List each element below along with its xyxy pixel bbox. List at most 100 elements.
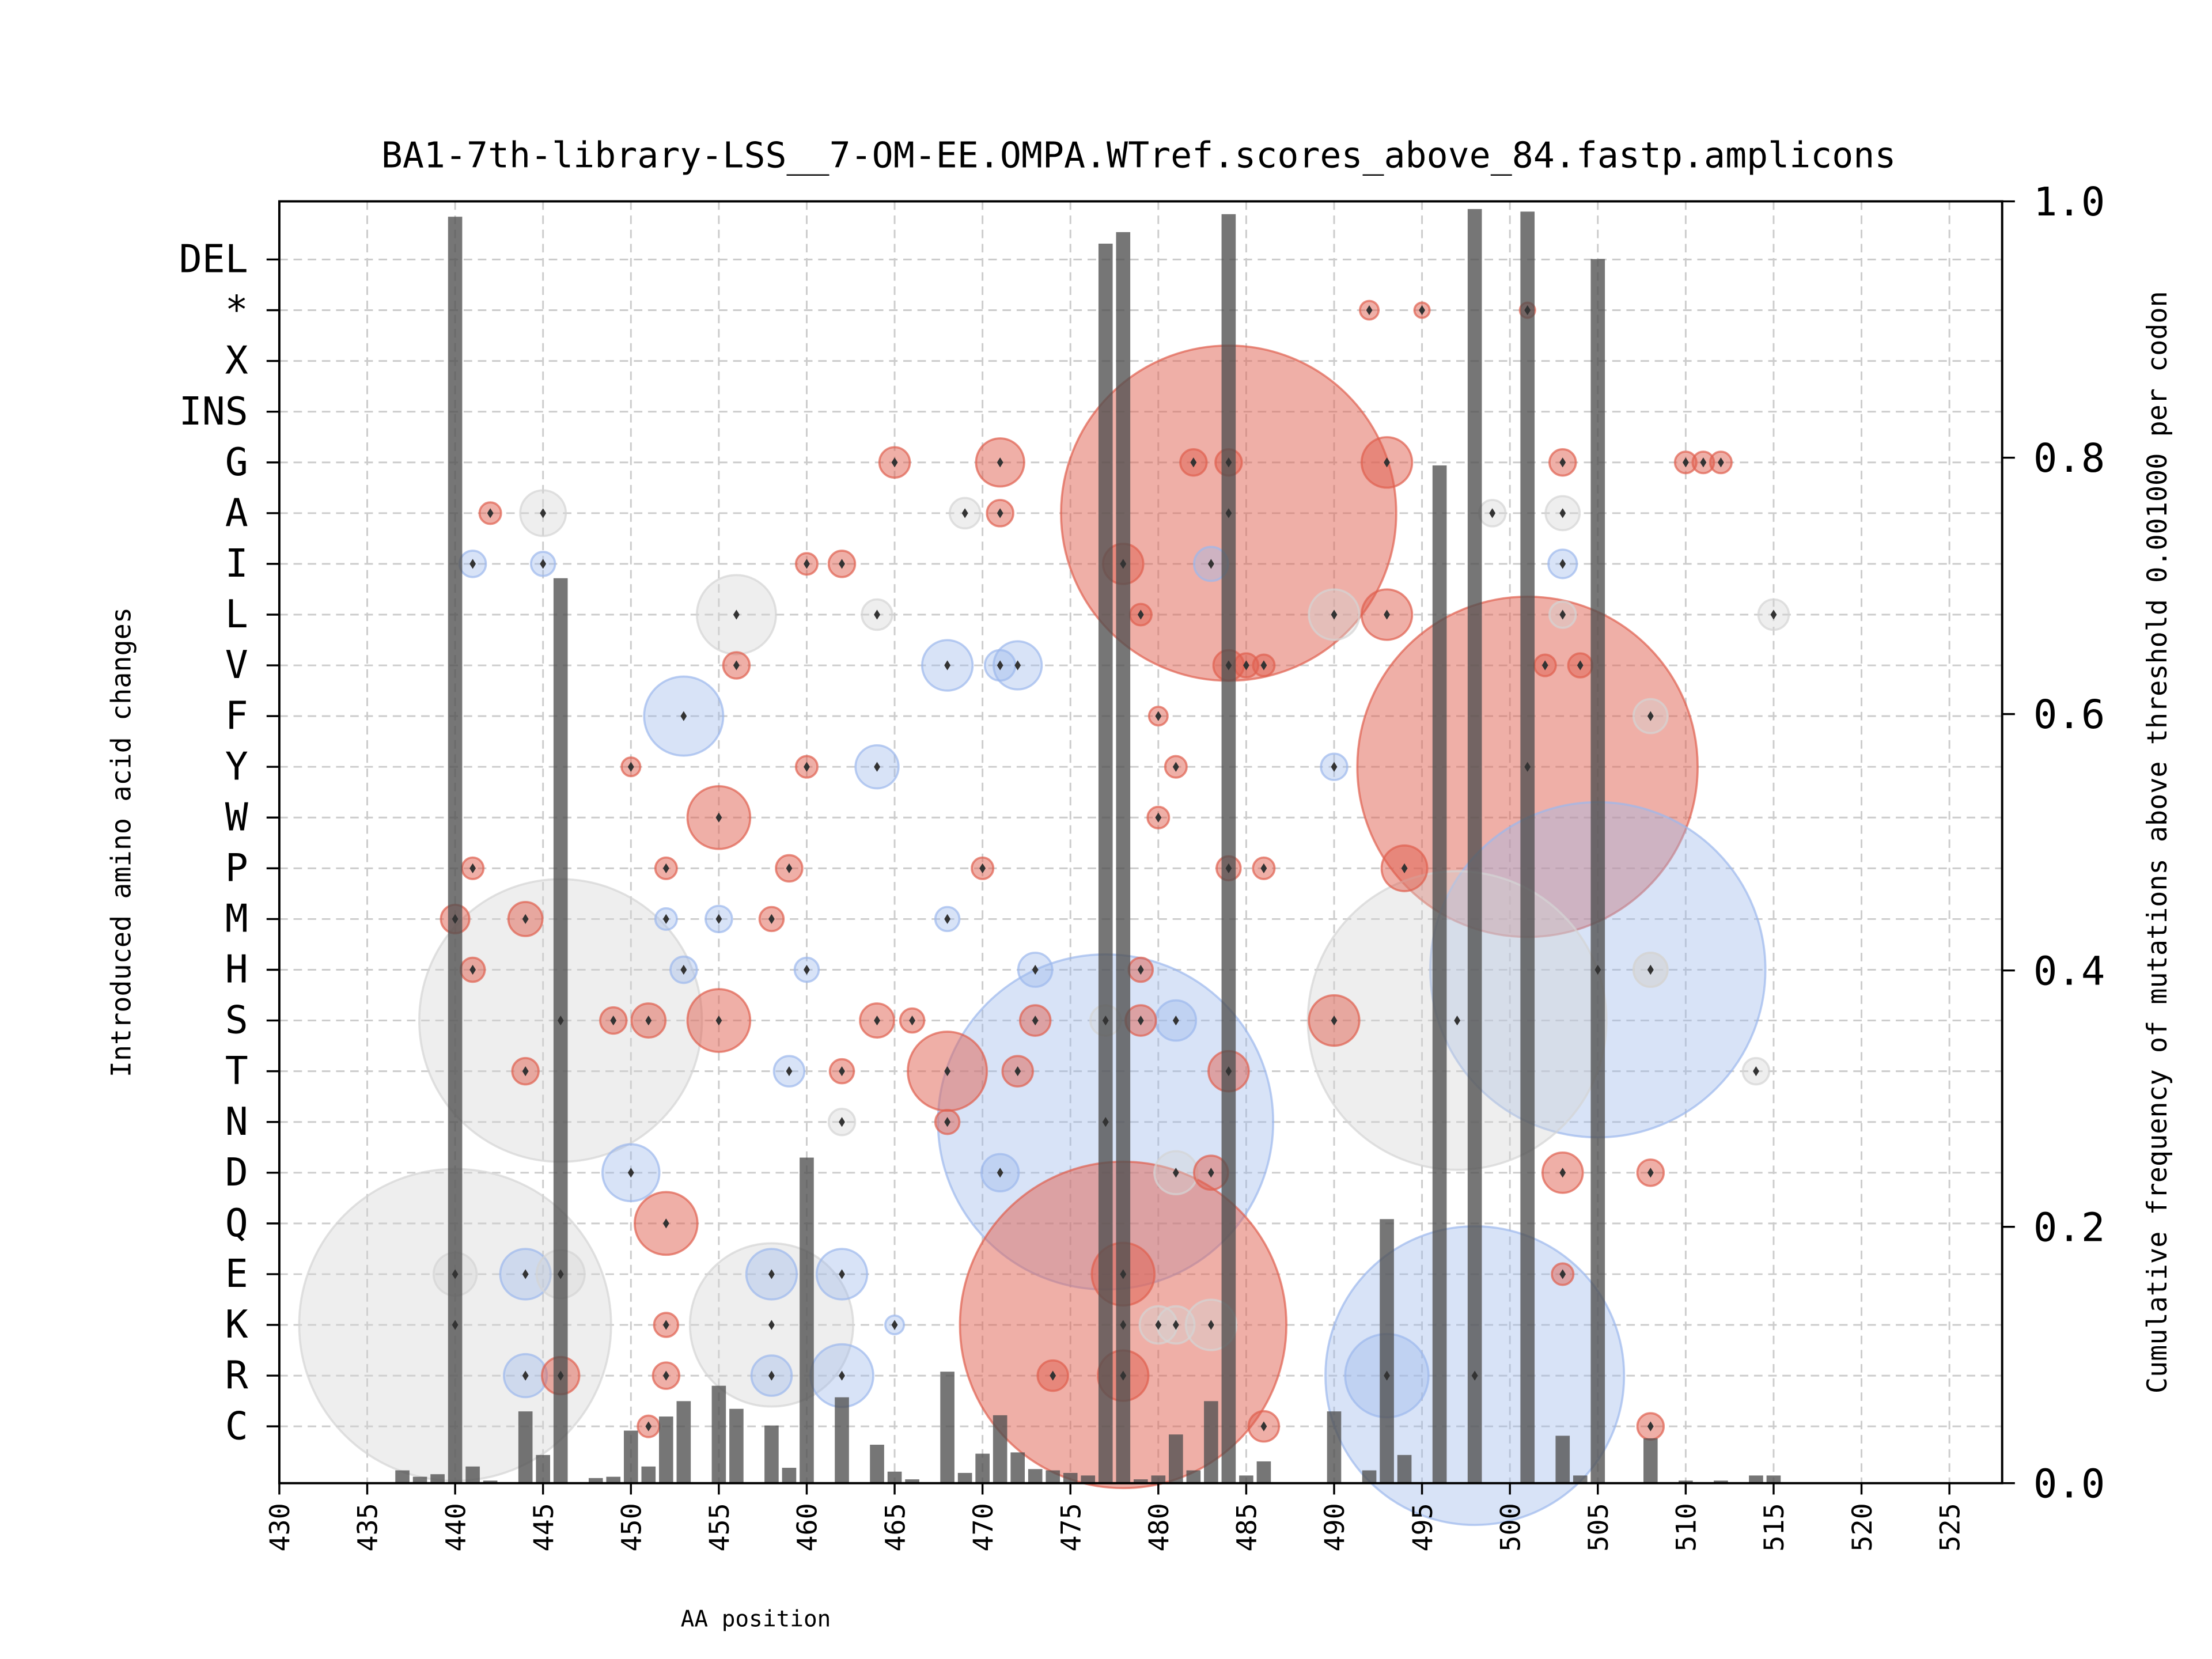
mutation-diamond bbox=[1524, 762, 1531, 772]
frequency-bar bbox=[1151, 1475, 1166, 1483]
mutation-diamond bbox=[768, 914, 775, 925]
y2-tick-label: 0.8 bbox=[2033, 435, 2105, 482]
mutation-diamond bbox=[1137, 964, 1144, 975]
y2-tick-label: 0.6 bbox=[2033, 692, 2105, 738]
mutation-diamond bbox=[1331, 609, 1338, 620]
mutation-diamond bbox=[522, 1066, 529, 1077]
frequency-bar bbox=[1081, 1475, 1096, 1483]
y-tick-label: K bbox=[225, 1302, 248, 1347]
mutation-diamond bbox=[944, 914, 951, 925]
mutation-diamond bbox=[1120, 559, 1127, 569]
mutation-diamond bbox=[1120, 1320, 1127, 1330]
mutation-diamond bbox=[1207, 559, 1214, 569]
frequency-bar bbox=[1204, 1401, 1218, 1483]
x-tick-label: 450 bbox=[617, 1503, 648, 1551]
x-tick-label: 475 bbox=[1056, 1503, 1087, 1551]
mutation-diamond bbox=[1770, 609, 1777, 620]
mutation-diamond bbox=[804, 762, 810, 772]
frequency-bar bbox=[1046, 1470, 1060, 1483]
mutation-diamond bbox=[1102, 1117, 1109, 1127]
mutation-diamond bbox=[733, 609, 740, 620]
mutation-diamond bbox=[997, 457, 1003, 468]
frequency-bar bbox=[1555, 1435, 1570, 1483]
frequency-bar bbox=[1590, 259, 1605, 1483]
mutation-diamond bbox=[1541, 660, 1548, 671]
y-tick-label: E bbox=[225, 1251, 248, 1296]
mutation-diamond bbox=[733, 660, 740, 671]
frequency-bar bbox=[1134, 1479, 1148, 1483]
x-tick-label: 485 bbox=[1232, 1503, 1263, 1551]
mutation-diamond bbox=[997, 660, 1003, 671]
frequency-bar bbox=[1380, 1219, 1394, 1483]
mutation-diamond bbox=[944, 660, 951, 671]
y-tick-label: S bbox=[225, 998, 248, 1043]
y-tick-label: * bbox=[225, 287, 248, 332]
x-tick-label: 445 bbox=[529, 1503, 560, 1551]
mutation-diamond bbox=[1225, 863, 1232, 873]
chart-title: BA1-7th-library-LSS__7-OM-EE.OMPA.WTref.… bbox=[381, 134, 1896, 176]
frequency-bar bbox=[1028, 1469, 1043, 1483]
bars bbox=[395, 209, 1781, 1483]
mutation-diamond bbox=[1700, 457, 1707, 468]
x-tick-label: 525 bbox=[1935, 1503, 1966, 1551]
mutation-diamond bbox=[1207, 1320, 1214, 1330]
mutation-diamond bbox=[1225, 457, 1232, 468]
y-tick-label: G bbox=[225, 440, 248, 484]
mutation-diamond bbox=[944, 1117, 951, 1127]
mutation-diamond bbox=[1753, 1066, 1759, 1077]
mutation-diamond bbox=[452, 914, 459, 925]
mutation-diamond bbox=[1384, 457, 1390, 468]
mutation-diamond bbox=[1225, 660, 1232, 671]
x-tick-label: 470 bbox=[968, 1503, 999, 1551]
mutation-diamond bbox=[469, 863, 476, 873]
frequency-bar bbox=[993, 1415, 1007, 1483]
mutation-diamond bbox=[1102, 1015, 1109, 1026]
y-tick-label: D bbox=[225, 1150, 248, 1195]
mutation-diamond bbox=[804, 964, 810, 975]
y-tick-label: A bbox=[225, 490, 248, 535]
y-tick-label: F bbox=[225, 693, 248, 738]
frequency-bar bbox=[483, 1480, 498, 1483]
axes: 430 435 440 445 450 455 460 465 470 475 480 485 490 4… bbox=[179, 179, 2105, 1552]
mutation-diamond bbox=[1225, 1066, 1232, 1077]
frequency-bar bbox=[957, 1472, 972, 1483]
y-tick-label: I bbox=[225, 541, 248, 586]
mutation-diamond bbox=[786, 863, 793, 873]
frequency-bar bbox=[518, 1411, 533, 1483]
frequency-bar bbox=[1467, 209, 1482, 1483]
y-tick-label: C bbox=[225, 1403, 248, 1448]
frequency-bar bbox=[1169, 1434, 1183, 1483]
mutation-diamond bbox=[1682, 457, 1689, 468]
frequency-bar bbox=[940, 1372, 955, 1483]
mutation-diamond bbox=[1137, 609, 1144, 620]
y-tick-label: N bbox=[225, 1099, 248, 1144]
mutation-diamond bbox=[1647, 964, 1654, 975]
y2-axis-label: Cumulative frequency of mutations above … bbox=[2142, 291, 2173, 1393]
x-tick-label: 440 bbox=[441, 1503, 472, 1551]
mutation-diamond bbox=[804, 559, 810, 569]
mutation-diamond bbox=[1190, 457, 1197, 468]
mutation-diamond bbox=[452, 1320, 459, 1330]
frequency-bar bbox=[448, 217, 463, 1483]
mutation-diamond bbox=[1260, 660, 1267, 671]
mutation-diamond bbox=[1717, 457, 1724, 468]
frequency-bar bbox=[623, 1430, 638, 1483]
y-tick-label: W bbox=[225, 794, 249, 839]
frequency-bar bbox=[606, 1476, 621, 1483]
mutation-diamond bbox=[979, 863, 986, 873]
mutation-diamond bbox=[768, 1320, 775, 1330]
mutation-diamond bbox=[522, 914, 529, 925]
frequency-bar bbox=[1749, 1475, 1763, 1483]
mutation-diamond bbox=[1014, 660, 1021, 671]
y-tick-label: T bbox=[225, 1048, 248, 1093]
y-tick-label: H bbox=[225, 947, 248, 992]
mutation-diamond bbox=[469, 964, 476, 975]
x-tick-label: 465 bbox=[880, 1503, 911, 1551]
plot-frame bbox=[278, 200, 2003, 1484]
frequency-bar bbox=[870, 1445, 884, 1483]
frequency-bar bbox=[676, 1401, 691, 1483]
x-tick-label: 515 bbox=[1759, 1503, 1790, 1551]
mutation-diamond bbox=[944, 1066, 951, 1077]
mutation-diamond bbox=[997, 1168, 1003, 1178]
